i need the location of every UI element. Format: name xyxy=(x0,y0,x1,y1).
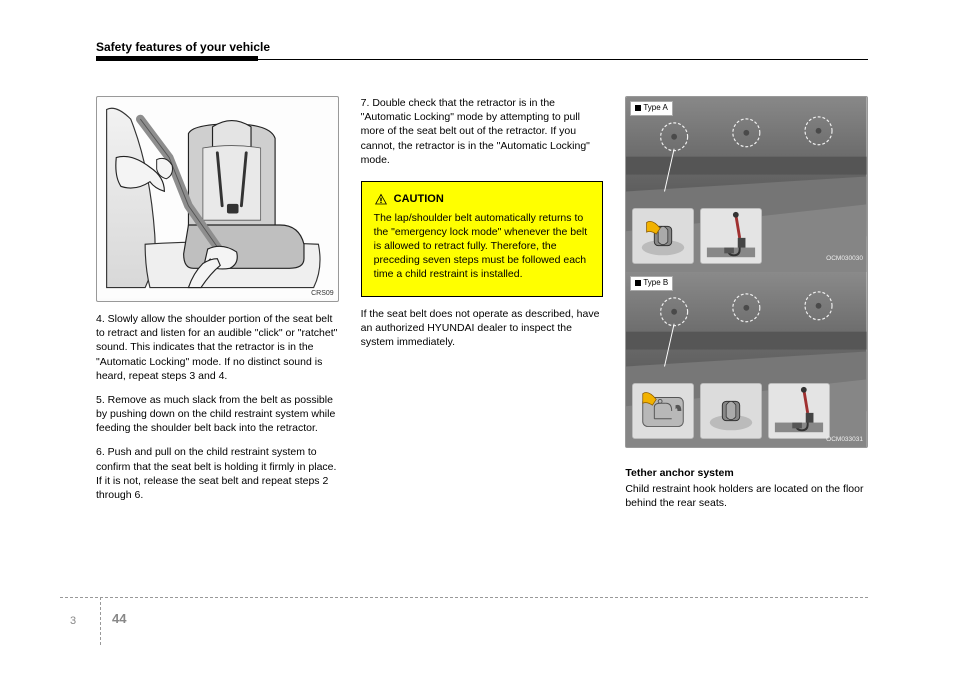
figure-code-a: OCM030030 xyxy=(826,255,863,264)
step-4-text: 4. Slowly allow the shoulder portion of … xyxy=(96,312,339,383)
type-a-label-text: Type A xyxy=(643,103,667,114)
callout-tether-hook-b xyxy=(768,383,830,439)
page-number: 44 xyxy=(112,611,126,626)
tether-section: Tether anchor system Child restraint hoo… xyxy=(625,466,868,511)
footer-divider xyxy=(100,597,101,645)
figure-tether-anchors: Type A xyxy=(625,96,868,448)
header-rule xyxy=(96,59,868,60)
page-number-chapter: 3 xyxy=(70,615,76,627)
caution-body: The lap/shoulder belt automatically retu… xyxy=(374,211,591,282)
tether-title: Tether anchor system xyxy=(625,466,868,480)
figure-code: CRS09 xyxy=(311,289,334,298)
figure-code-b: OCM033031 xyxy=(826,436,863,445)
page-footer: 3 44 xyxy=(60,597,868,645)
column-3: Type A xyxy=(625,96,868,585)
callout-anchor-ring-b xyxy=(700,383,762,439)
label-bullet-icon xyxy=(635,280,641,286)
figure-type-a: Type A xyxy=(626,97,867,272)
content-columns: CRS09 4. Slowly allow the shoulder porti… xyxy=(96,96,868,585)
callout-anchor-cover xyxy=(632,383,694,439)
step-5-text: 5. Remove as much slack from the belt as… xyxy=(96,393,339,436)
page: Safety features of your vehicle xyxy=(0,0,954,685)
type-a-callouts xyxy=(632,208,762,264)
type-b-label: Type B xyxy=(630,276,673,291)
label-bullet-icon xyxy=(635,105,641,111)
footer-rule xyxy=(60,597,868,598)
section-title: Safety features of your vehicle xyxy=(96,40,270,54)
caution-title: CAUTION xyxy=(394,192,444,207)
column-2: 7. Double check that the retractor is in… xyxy=(361,96,604,585)
callout-tether-hook xyxy=(700,208,762,264)
type-b-label-text: Type B xyxy=(643,278,668,289)
warning-icon xyxy=(374,193,388,205)
step-7-text: 7. Double check that the retractor is in… xyxy=(361,96,604,167)
child-seat-illustration xyxy=(97,97,338,301)
step-6-text: 6. Push and pull on the child restraint … xyxy=(96,445,339,502)
column-1: CRS09 4. Slowly allow the shoulder porti… xyxy=(96,96,339,585)
caution-box: CAUTION The lap/shoulder belt automatica… xyxy=(361,181,604,297)
tether-body: Child restraint hook holders are located… xyxy=(625,482,868,510)
caution-heading: CAUTION xyxy=(374,192,591,207)
figure-child-seat-install: CRS09 xyxy=(96,96,339,302)
type-a-label: Type A xyxy=(630,101,672,116)
callout-anchor-ring xyxy=(632,208,694,264)
figure-type-b: Type B xyxy=(626,272,867,447)
type-b-callouts xyxy=(632,383,830,439)
tail-text: If the seat belt does not operate as des… xyxy=(361,307,604,350)
